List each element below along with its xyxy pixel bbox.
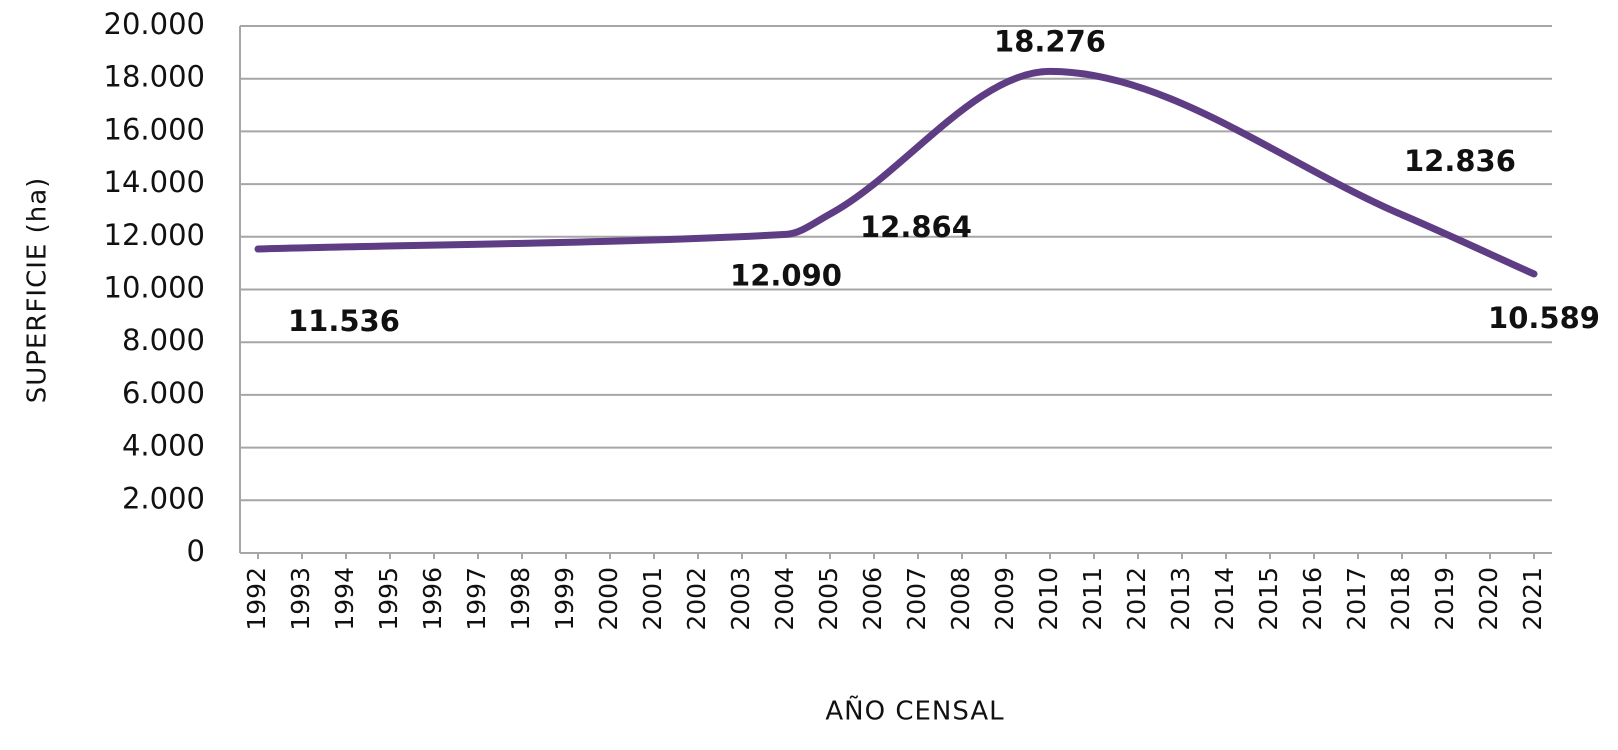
x-tick-label: 1992 bbox=[242, 567, 271, 631]
x-tick-label: 1993 bbox=[286, 567, 315, 631]
x-tick-label: 2006 bbox=[858, 567, 887, 631]
x-tick-label: 2012 bbox=[1122, 567, 1151, 631]
y-tick-label: 0 bbox=[187, 534, 205, 568]
x-tick-label: 1995 bbox=[374, 567, 403, 631]
x-tick-label: 2013 bbox=[1166, 567, 1195, 631]
data-label: 12.090 bbox=[730, 258, 842, 292]
x-tick-label: 1994 bbox=[330, 567, 359, 631]
x-tick-label: 2002 bbox=[682, 567, 711, 631]
data-line bbox=[254, 67, 1538, 278]
x-tick-label: 1996 bbox=[418, 567, 447, 631]
x-tick-label: 2003 bbox=[726, 567, 755, 631]
data-label: 18.276 bbox=[994, 24, 1106, 58]
y-tick-label: 10.000 bbox=[104, 271, 205, 305]
y-tick-label: 20.000 bbox=[104, 7, 205, 41]
data-label: 12.864 bbox=[860, 210, 972, 244]
data-label: 12.836 bbox=[1404, 144, 1516, 178]
x-tick-label: 2008 bbox=[946, 567, 975, 631]
y-tick-label: 8.000 bbox=[122, 323, 205, 357]
x-tick-label: 1998 bbox=[506, 567, 535, 631]
x-tick-label: 1999 bbox=[550, 567, 579, 631]
x-tick-label: 2018 bbox=[1386, 567, 1415, 631]
y-tick-label: 14.000 bbox=[104, 165, 205, 199]
y-tick-label: 2.000 bbox=[122, 481, 205, 515]
x-tick-label: 1997 bbox=[462, 567, 491, 631]
x-tick-label: 2005 bbox=[814, 567, 843, 631]
x-tick-label: 2016 bbox=[1298, 567, 1327, 631]
x-tick-label: 2021 bbox=[1518, 567, 1547, 631]
x-tick-label: 2019 bbox=[1430, 567, 1459, 631]
y-tick-label: 4.000 bbox=[122, 429, 205, 463]
x-tick-label: 2010 bbox=[1034, 567, 1063, 631]
x-tick-label: 2011 bbox=[1078, 567, 1107, 631]
y-tick-label: 12.000 bbox=[104, 218, 205, 252]
data-label: 11.536 bbox=[288, 304, 400, 338]
x-tick-label: 2020 bbox=[1474, 567, 1503, 631]
y-tick-label: 16.000 bbox=[104, 112, 205, 146]
x-tick-label: 2001 bbox=[638, 567, 667, 631]
y-tick-label: 6.000 bbox=[122, 376, 205, 410]
data-label: 10.589 bbox=[1488, 301, 1600, 335]
x-tick-label: 2009 bbox=[990, 567, 1019, 631]
x-tick-label: 2017 bbox=[1342, 567, 1371, 631]
y-tick-label: 18.000 bbox=[104, 60, 205, 94]
x-axis-title: AÑO CENSAL bbox=[825, 695, 1004, 727]
x-tick-label: 2004 bbox=[770, 567, 799, 631]
x-tick-label: 2000 bbox=[594, 567, 623, 631]
x-tick-label: 2015 bbox=[1254, 567, 1283, 631]
y-axis-title: SUPERFICIE (ha) bbox=[23, 177, 53, 404]
x-tick-label: 2007 bbox=[902, 567, 931, 631]
x-tick-label: 2014 bbox=[1210, 567, 1239, 631]
